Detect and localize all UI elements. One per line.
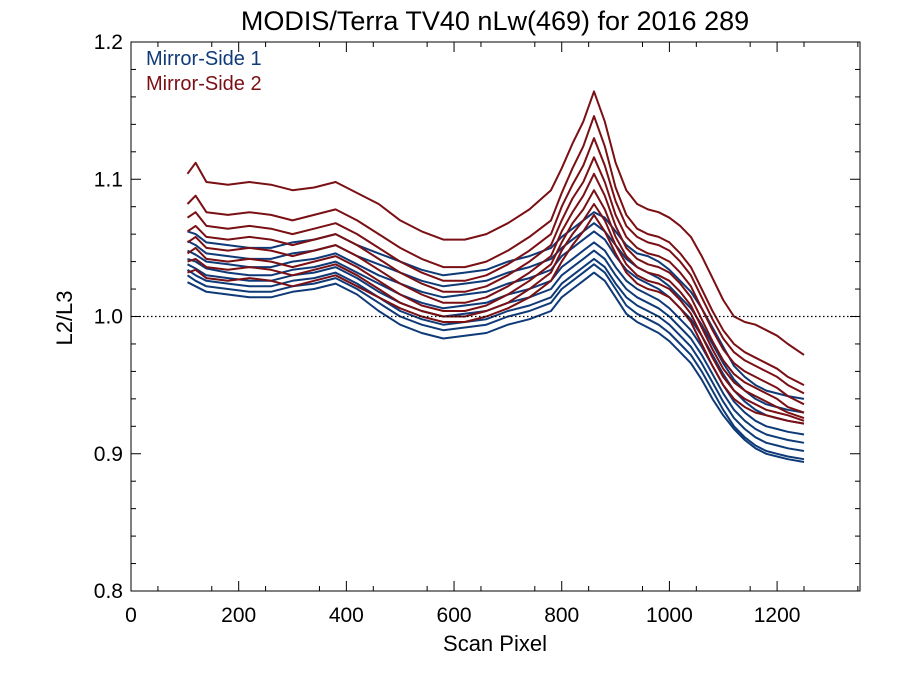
y-tick-label: 0.9 bbox=[94, 443, 123, 466]
series-2-line-6 bbox=[186, 189, 805, 420]
series-1-line-8 bbox=[187, 271, 805, 463]
series-1-line-3 bbox=[187, 230, 805, 425]
series-2-line-7 bbox=[187, 203, 805, 422]
series-2-line-8 bbox=[187, 213, 805, 425]
series-lines bbox=[186, 90, 805, 463]
y-tick-label: 1.1 bbox=[94, 168, 123, 191]
series-1-line-6 bbox=[186, 257, 805, 452]
x-tick-label: 0 bbox=[125, 604, 137, 627]
series-2-line-5 bbox=[186, 172, 805, 414]
series-2-line-3 bbox=[186, 137, 805, 395]
series-2-line-2 bbox=[186, 115, 805, 386]
series-1-line-7 bbox=[186, 263, 805, 461]
series-2-line-4 bbox=[186, 156, 805, 406]
x-tick-label: 600 bbox=[437, 604, 472, 627]
y-axis-label: L2/L3 bbox=[52, 290, 77, 345]
x-axis-label: Scan Pixel bbox=[443, 631, 547, 656]
legend-entry-2: Mirror-Side 2 bbox=[146, 73, 262, 95]
series-1-line-5 bbox=[187, 249, 805, 444]
x-tick-label: 200 bbox=[221, 604, 256, 627]
series-2-line-1 bbox=[186, 90, 805, 356]
x-tick-label: 1200 bbox=[754, 604, 801, 627]
axis-tick-labels: 0 200 400 600 800 1000 1200 0.8 0.9 1.0 1.1 1.2 bbox=[94, 31, 801, 627]
y-tick-label: 1.0 bbox=[94, 306, 123, 329]
y-tick-label: 1.2 bbox=[94, 31, 123, 54]
legend: Mirror-Side 1 Mirror-Side 2 bbox=[146, 48, 262, 95]
chart-title: MODIS/Terra TV40 nLw(469) for 2016 289 bbox=[241, 6, 749, 36]
x-tick-label: 800 bbox=[544, 604, 579, 627]
y-tick-label: 0.8 bbox=[94, 580, 123, 603]
axis-ticks bbox=[130, 41, 860, 592]
legend-entry-1: Mirror-Side 1 bbox=[146, 48, 262, 70]
x-tick-label: 400 bbox=[329, 604, 364, 627]
x-tick-label: 1000 bbox=[646, 604, 693, 627]
